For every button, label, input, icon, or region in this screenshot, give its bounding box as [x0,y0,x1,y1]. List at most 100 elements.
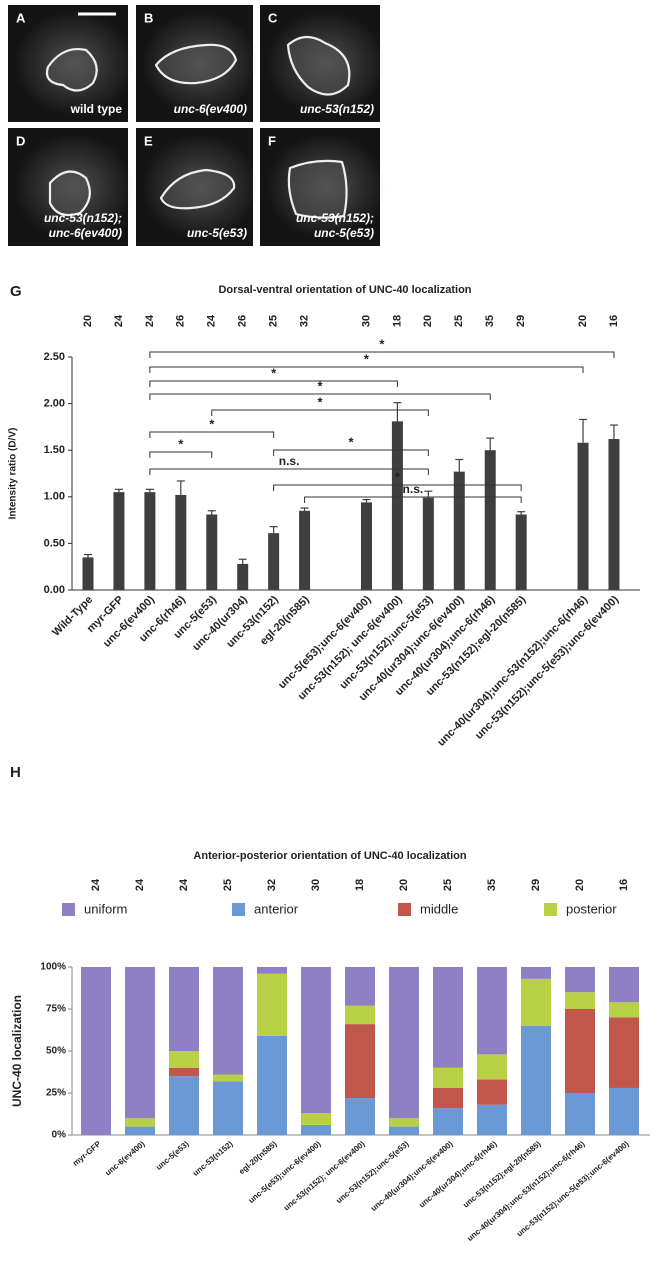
legend-swatch [232,903,245,916]
bar [144,492,156,590]
genotype-label: unc-5(e53) [187,226,247,240]
genotype-label: unc-53(n152) [300,102,374,116]
significance-label: n.s. [403,482,424,496]
bar-segment [257,967,287,974]
y-tick-label: 0.50 [44,537,65,549]
significance-bracket [149,468,429,475]
bar-segment [565,967,595,993]
x-tick-label: unc-53(n152); unc-6(ev400) [282,1139,367,1212]
significance-bracket [149,351,615,358]
bar-segment [389,967,419,1119]
genotype-label: unc-53(n152); [296,211,374,225]
significance-bracket [149,366,584,373]
n-label: 16 [608,315,620,327]
y-tick-label: 1.50 [44,444,65,456]
significance-bracket [149,393,491,400]
legend-label: middle [420,901,458,916]
bar [391,421,403,590]
bar-segment [389,1118,419,1127]
x-tick-label: unc-40(ur304);unc-6(rh46) [417,1139,499,1210]
bar [453,471,465,590]
bar-segment [213,967,243,1075]
n-label: 20 [82,315,94,327]
bar [577,442,589,590]
bar-segment [257,1035,287,1135]
n-label: 20 [422,315,434,327]
significance-label: * [178,436,184,451]
bar-segment [213,1074,243,1082]
n-label: 24 [144,314,156,327]
y-axis-label: UNC-40 localization [10,995,24,1107]
panel-letter: G [10,283,22,300]
n-label: 24 [178,878,190,891]
panel-letter: F [268,133,276,148]
bar-segment [213,1081,243,1135]
genotype-label: wild type [70,102,123,116]
bar-segment [345,967,375,1006]
x-tick-label: unc-53(n152) [191,1139,235,1178]
bar-segment [477,967,507,1055]
n-label: 35 [484,315,496,327]
x-tick-label: unc-40(ur304) [190,593,250,653]
x-tick-label: egl-20(n585) [237,1139,279,1176]
bar-segment [433,1067,463,1088]
bar-segment [565,1093,595,1135]
panel-letter: A [16,10,26,25]
bar-segment [345,1005,375,1025]
bar-segment [521,1025,551,1135]
n-label: 18 [391,315,403,327]
bar-segment [81,967,111,1135]
significance-label: * [395,469,401,484]
bar-segment [125,1118,155,1127]
y-tick-label: 0.00 [44,584,65,596]
bar [422,497,434,590]
x-tick-label: unc-53(n152);unc-5(e53);unc-6(ev400) [473,593,621,741]
significance-label: * [364,351,370,366]
bar-segment [433,1087,463,1109]
bar [237,563,249,590]
n-label: 20 [574,879,586,891]
panel-letter: B [144,10,153,25]
legend-label: uniform [84,901,127,916]
n-label: 24 [90,878,102,891]
bar-segment [477,1079,507,1105]
x-tick-label: unc-40(ur304);unc-6(ev400) [369,1139,455,1213]
bar-segment [477,1104,507,1135]
y-axis-label: Intensity ratio (D/V) [8,428,19,520]
bar-segment [565,992,595,1009]
n-label: 26 [237,315,249,327]
significance-bracket [149,431,275,438]
bar-segment [169,1076,199,1135]
bar-segment [169,1051,199,1068]
n-label: 25 [453,315,465,327]
n-label: 32 [298,315,310,327]
y-tick-label: 50% [46,1046,66,1057]
panel-letter: E [144,133,153,148]
n-label: 25 [268,315,280,327]
x-tick-label: unc-5(e53) [154,1139,191,1172]
bar-segment [125,967,155,1119]
cell [45,48,98,92]
significance-label: * [209,416,215,431]
significance-label: * [318,378,324,393]
y-tick-label: 75% [46,1004,66,1015]
bar-segment [345,1098,375,1135]
cell [159,168,236,210]
significance-bracket [273,449,429,456]
bar [299,510,311,590]
n-label: 16 [618,879,630,891]
bar [360,502,372,590]
genotype-label: unc-5(e53) [314,226,374,240]
bar-segment [257,973,287,1036]
chart-title: Anterior-posterior orientation of UNC-40… [193,850,466,862]
significance-label: * [348,434,354,449]
cell [48,170,91,217]
legend-swatch [398,903,411,916]
